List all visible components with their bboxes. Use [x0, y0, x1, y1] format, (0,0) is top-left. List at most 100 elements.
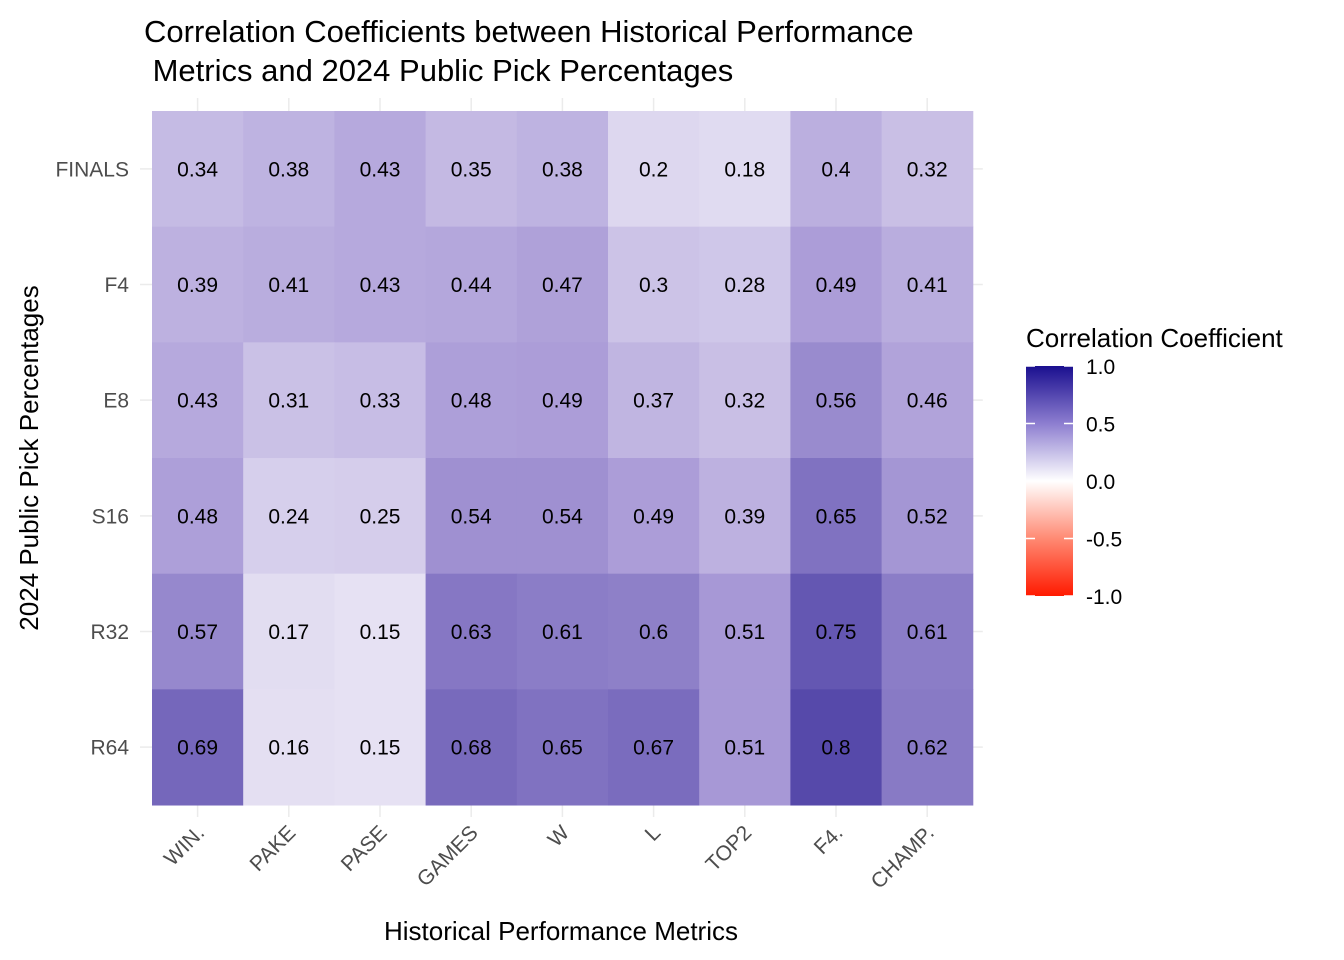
cell-value-label: 0.51: [724, 737, 765, 760]
cell-value-label: 0.24: [268, 505, 309, 528]
heatmap-cell: [516, 689, 609, 806]
cell-value-label: 0.54: [451, 505, 492, 528]
cell-value-label: 0.17: [268, 621, 309, 644]
cell-value-label: 0.67: [633, 737, 674, 760]
x-tick-label: GAMES: [413, 821, 483, 891]
heatmap-cell: [425, 342, 518, 459]
x-axis-ticks: WIN. PAKE PASE GAMES W L TOP2 F4. CHAMP.: [160, 821, 939, 893]
heatmap-cell: [334, 689, 427, 806]
cell-value-label: 0.25: [360, 505, 401, 528]
cell-value-label: 0.49: [816, 274, 857, 297]
cell-value-label: 0.61: [907, 621, 948, 644]
y-tick-label: E8: [103, 390, 129, 413]
y-axis-title: 2024 Public Pick Percentages: [14, 285, 44, 630]
heatmap-cell: [243, 458, 335, 575]
cell-value-label: 0.68: [451, 737, 492, 760]
legend-ticks: 1.0 0.5 0.0 -0.5 -1.0: [1026, 356, 1122, 609]
cell-value-label: 0.46: [907, 390, 948, 413]
heatmap-cell: [881, 111, 974, 228]
cell-value-label: 0.39: [724, 505, 765, 528]
heatmap-cell: [334, 111, 427, 228]
heatmap-cell: [608, 573, 700, 690]
heatmap-cell: [425, 458, 518, 575]
cell-value-label: 0.15: [360, 621, 401, 644]
cell-value-label: 0.2: [639, 158, 668, 181]
cell-value-label: 0.65: [816, 505, 857, 528]
cell-value-label: 0.39: [177, 274, 218, 297]
x-tick-label: WIN.: [160, 821, 209, 870]
heatmap-cell: [152, 689, 244, 806]
cell-value-label: 0.69: [177, 737, 218, 760]
legend-tick-label: 1.0: [1086, 356, 1115, 379]
y-axis-ticks: FINALS F4 E8 S16 R32 R64: [55, 158, 129, 759]
cell-value-label: 0.3: [639, 274, 668, 297]
heatmap-cell: [243, 573, 335, 690]
heatmap-cell: [516, 226, 609, 343]
chart-title-line-2: Metrics and 2024 Public Pick Percentages: [144, 53, 734, 88]
x-tick-label: CHAMP.: [867, 821, 939, 893]
cell-value-label: 0.43: [177, 390, 218, 413]
heatmap-cell: [243, 689, 335, 806]
legend-tick-label: -1.0: [1086, 586, 1122, 609]
cell-value-label: 0.52: [907, 505, 948, 528]
heatmap-cell: [152, 226, 244, 343]
cell-value-label: 0.56: [816, 390, 857, 413]
legend-tick-label: -0.5: [1086, 529, 1122, 552]
heatmap-cell: [516, 458, 609, 575]
heatmap-cell: [881, 458, 974, 575]
cell-labels: 0.34 0.38 0.43 0.35 0.38 0.2 0.18 0.4 0.32 0.39 0.…: [177, 158, 947, 759]
heatmap-cell: [516, 573, 609, 690]
heatmap-cell: [425, 573, 518, 690]
cell-value-label: 0.38: [542, 158, 583, 181]
cell-value-label: 0.48: [451, 390, 492, 413]
y-tick-label: FINALS: [55, 158, 129, 181]
heatmap-cell: [152, 342, 244, 459]
heatmap-cell: [699, 226, 791, 343]
cell-value-label: 0.33: [360, 390, 401, 413]
cell-value-label: 0.6: [639, 621, 668, 644]
heatmap-cell: [790, 689, 883, 806]
heatmap-cell: [425, 689, 518, 806]
cell-value-label: 0.18: [724, 158, 765, 181]
heatmap-cell: [243, 342, 335, 459]
heatmap-cell: [790, 111, 883, 228]
cell-value-label: 0.65: [542, 737, 583, 760]
heatmap-cells: [152, 111, 974, 806]
x-tick-label: W: [544, 821, 574, 851]
x-tick-label: PASE: [337, 821, 392, 876]
cell-value-label: 0.48: [177, 505, 218, 528]
y-tick-label: S16: [92, 505, 129, 528]
cell-value-label: 0.32: [724, 390, 765, 413]
heatmap-cell: [608, 689, 700, 806]
cell-value-label: 0.63: [451, 621, 492, 644]
cell-value-label: 0.49: [633, 505, 674, 528]
heatmap-cell: [881, 342, 974, 459]
heatmap-cell: [608, 111, 700, 228]
heatmap-cell: [152, 111, 244, 228]
heatmap-cell: [516, 111, 609, 228]
y-tick-label: R32: [90, 621, 129, 644]
heatmap-cell: [699, 573, 791, 690]
cell-value-label: 0.32: [907, 158, 948, 181]
x-tick-label: PAKE: [246, 821, 301, 876]
heatmap-cell: [516, 342, 609, 459]
cell-value-label: 0.31: [268, 390, 309, 413]
cell-value-label: 0.41: [907, 274, 948, 297]
heatmap-cell: [699, 458, 791, 575]
cell-value-label: 0.49: [542, 390, 583, 413]
heatmap-cell: [881, 226, 974, 343]
chart-title-line-1: Correlation Coefficients between Histori…: [144, 14, 914, 49]
cell-value-label: 0.4: [821, 158, 851, 181]
heatmap-cell: [425, 226, 518, 343]
heatmap-cell: [334, 573, 427, 690]
heatmap-cell: [608, 458, 700, 575]
cell-value-label: 0.75: [816, 621, 857, 644]
cell-value-label: 0.62: [907, 737, 948, 760]
heatmap-cell: [243, 226, 335, 343]
heatmap-cell: [699, 689, 791, 806]
cell-value-label: 0.57: [177, 621, 218, 644]
heatmap-cell: [790, 226, 883, 343]
cell-value-label: 0.34: [177, 158, 218, 181]
cell-value-label: 0.35: [451, 158, 492, 181]
